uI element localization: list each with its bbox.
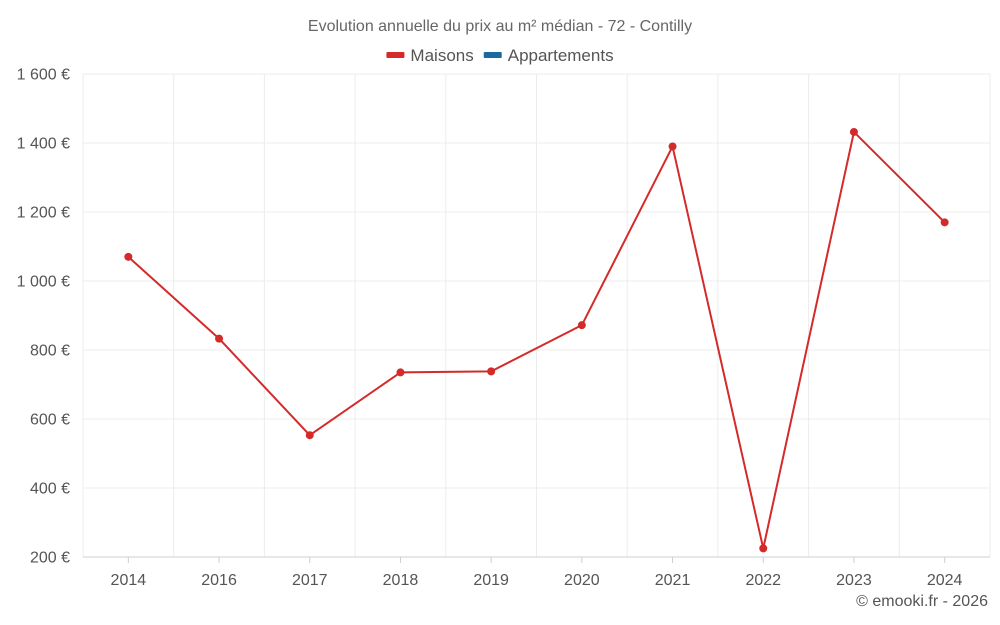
data-point [577, 321, 586, 330]
legend-label: Appartements [508, 46, 614, 65]
series-layer [124, 127, 949, 553]
data-point [215, 334, 224, 343]
data-point [849, 127, 858, 136]
x-tick-label: 2017 [292, 572, 328, 589]
y-tick-label: 1 200 € [17, 205, 70, 222]
data-point [940, 218, 949, 227]
legend: Maisons Appartements [386, 46, 614, 65]
data-point [487, 367, 496, 376]
legend-swatch [386, 52, 405, 58]
series-line-maisons [127, 130, 946, 550]
chart-title: Evolution annuelle du prix au m² médian … [308, 18, 692, 35]
legend-item-maisons: Maisons [386, 46, 474, 65]
y-tick-label: 1 000 € [17, 274, 70, 291]
y-tick-label: 1 400 € [17, 136, 70, 153]
x-tick-label: 2014 [111, 572, 147, 589]
x-tick-label: 2021 [655, 572, 691, 589]
data-point [396, 368, 405, 377]
x-tick-label: 2019 [473, 572, 509, 589]
y-tick-label: 800 € [30, 343, 70, 360]
y-axis: 1 600 € 1 400 € 1 200 € 1 000 € 800 € 600 € 40… [17, 67, 70, 567]
grid [82, 73, 991, 558]
x-axis: 2014 2016 2017 2018 2019 2020 2021 2022 2023 2024 [83, 556, 990, 589]
x-tick-label: 2018 [383, 572, 419, 589]
legend-label: Maisons [410, 46, 473, 65]
x-tick-label: 2020 [564, 572, 600, 589]
data-point [759, 544, 768, 553]
legend-swatch [483, 52, 502, 58]
y-tick-label: 1 600 € [17, 67, 70, 84]
data-point [124, 252, 133, 261]
data-point [305, 431, 314, 440]
x-tick-label: 2023 [836, 572, 872, 589]
x-tick-label: 2016 [201, 572, 237, 589]
y-tick-label: 200 € [30, 550, 70, 567]
legend-item-appartements: Appartements [483, 46, 614, 65]
x-tick-label: 2024 [927, 572, 963, 589]
data-point [668, 142, 677, 151]
y-tick-label: 400 € [30, 481, 70, 498]
x-tick-label: 2022 [745, 572, 781, 589]
credit: © emooki.fr - 2026 [856, 593, 988, 610]
y-tick-label: 600 € [30, 412, 70, 429]
